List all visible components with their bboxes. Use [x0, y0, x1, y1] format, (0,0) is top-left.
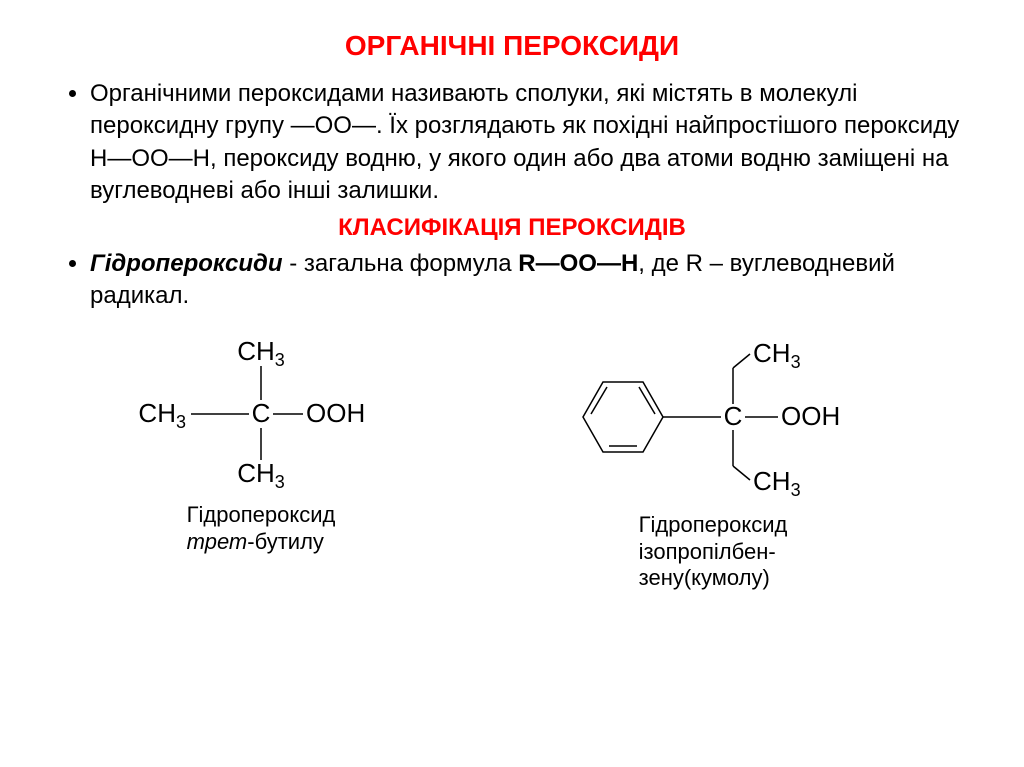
bullet2-mid: - загальна формула: [283, 250, 519, 277]
formulas-row: CH3 C CH3 OOH CH3: [60, 332, 964, 591]
slide-subtitle: КЛАСИФІКАЦІЯ ПЕРОКСИДІВ: [60, 214, 964, 242]
formula1-svg: CH3 C CH3 OOH CH3: [131, 332, 391, 492]
f1-bottom: CH3: [237, 458, 285, 492]
bullet-item-1: Органічними пероксидами називають сполук…: [90, 78, 964, 208]
benzene-ring: [583, 382, 663, 452]
f2-cap-line3: зену(кумолу): [639, 565, 770, 590]
f1-cap-line1: Гідропероксид: [187, 502, 336, 527]
slide-title: ОРГАНІЧНІ ПЕРОКСИДИ: [60, 30, 964, 62]
f1-cap-tail: -бутилу: [247, 529, 324, 554]
benzene-db2: [639, 387, 655, 414]
f1-center: C: [252, 398, 271, 428]
bullet-item-2: Гідропероксиди - загальна формула R—OO—H…: [90, 248, 964, 313]
f1-cap-italic: трет: [187, 529, 248, 554]
f1-left: CH3: [138, 398, 186, 432]
formula-block-2: C CH3 CH3 OOH Гідропероксид: [533, 332, 893, 591]
f2-cap-line2: ізопропілбен-: [639, 539, 776, 564]
f2-bond-bot-d: [733, 466, 750, 480]
bullet2-bold: R—OO—H: [518, 250, 638, 277]
f1-right: OOH: [306, 398, 365, 428]
benzene-outer: [583, 382, 663, 452]
bullet-list-2: Гідропероксиди - загальна формула R—OO—H…: [60, 248, 964, 313]
f2-center: C: [724, 401, 743, 431]
f2-cap-line1: Гідропероксид: [639, 512, 788, 537]
bullet2-lead: Гідропероксиди: [90, 250, 283, 277]
bullet-text-1: Органічними пероксидами називають сполук…: [90, 80, 959, 204]
bullet-list-1: Органічними пероксидами називають сполук…: [60, 78, 964, 208]
f2-bottom: CH3: [753, 466, 801, 500]
f2-bond-top-d: [733, 354, 750, 368]
benzene-db1: [591, 387, 607, 414]
slide: ОРГАНІЧНІ ПЕРОКСИДИ Органічними пероксид…: [0, 0, 1024, 622]
formula2-svg: C CH3 CH3 OOH: [533, 332, 893, 502]
formula1-caption: Гідропероксид трет-бутилу: [187, 502, 336, 555]
f2-right: OOH: [781, 401, 840, 431]
f2-top: CH3: [753, 338, 801, 372]
f1-top: CH3: [237, 336, 285, 370]
formula-block-1: CH3 C CH3 OOH CH3: [131, 332, 391, 591]
formula2-caption: Гідропероксид ізопропілбен- зену(кумолу): [639, 512, 788, 591]
